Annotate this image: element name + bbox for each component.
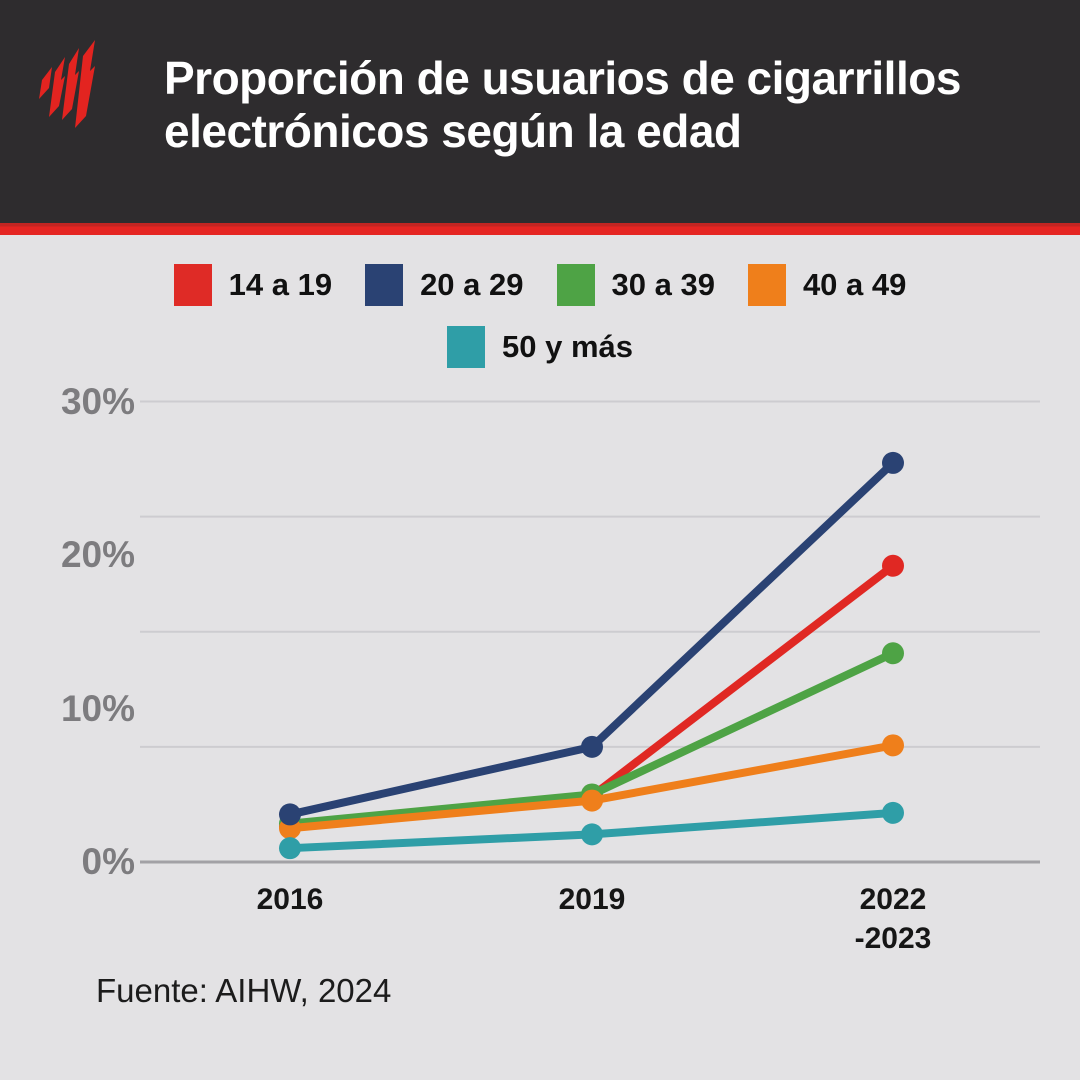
- legend-item-20-a-29: 20 a 29: [365, 264, 524, 306]
- data-point-20-a-29-2022-2023: [882, 451, 904, 474]
- source-value: AIHW, 2024: [215, 972, 392, 1009]
- legend-label: 30 a 39: [611, 267, 715, 302]
- data-point-20-a-29-2019: [581, 735, 603, 758]
- accent-stripe: [0, 223, 1080, 235]
- legend-item-14-a-19: 14 a 19: [173, 264, 333, 306]
- data-point-30-a-39-2022-2023: [882, 642, 904, 665]
- chart-legend: 14 a 19 20 a 29 30 a 39 40 a 49 50 y más: [0, 264, 1080, 368]
- legend-label: 14 a 19: [228, 267, 333, 302]
- header-banner: Proporción de usuarios de cigarrillos el…: [0, 0, 1080, 223]
- legend-item-50-y-más: 50 y más: [447, 326, 633, 368]
- data-point-50-y-más-2022-2023: [882, 801, 904, 824]
- data-point-50-y-más-2019: [581, 823, 603, 846]
- data-point-50-y-más-2016: [279, 837, 301, 860]
- data-point-40-a-49-2022-2023: [882, 734, 904, 757]
- x-tick-line: 2022: [859, 883, 927, 916]
- legend-swatch-icon: [365, 264, 404, 306]
- data-point-14-a-19-2022-2023: [882, 554, 904, 577]
- legend-row: 14 a 19 20 a 29 30 a 39 40 a 49: [173, 264, 907, 306]
- legend-swatch-icon: [556, 264, 595, 306]
- legend-swatch-icon: [173, 264, 212, 306]
- data-point-40-a-49-2019: [581, 789, 603, 812]
- y-tick-label-10%: 10%: [60, 687, 135, 729]
- legend-label: 50 y más: [502, 329, 633, 364]
- legend-item-40-a-49: 40 a 49: [747, 264, 907, 306]
- page-title: Proporción de usuarios de cigarrillos el…: [164, 52, 961, 158]
- x-tick-line: 2019: [558, 883, 626, 916]
- x-tick-line: 2016: [256, 883, 324, 916]
- data-point-20-a-29-2016: [279, 803, 301, 826]
- page-title-line1: Proporción de usuarios de cigarrillos: [164, 52, 961, 104]
- legend-row: 50 y más: [447, 326, 633, 368]
- y-tick-label-0%: 0%: [81, 841, 135, 882]
- legend-swatch-icon: [447, 326, 485, 368]
- y-tick-label-20%: 20%: [60, 534, 135, 575]
- legend-swatch-icon: [747, 264, 786, 306]
- x-tick-label-2022-2023: 2022 -2023: [783, 880, 1003, 958]
- source-note: Fuente: AIHW, 2024: [96, 972, 391, 1010]
- page-title-line2: electrónicos según la edad: [164, 105, 742, 157]
- y-tick-label-30%: 30%: [60, 380, 135, 422]
- legend-label: 40 a 49: [802, 267, 907, 302]
- legend-item-30-a-39: 30 a 39: [556, 264, 715, 306]
- x-tick-label-2016: 2016: [180, 880, 400, 919]
- x-tick-line: -2023: [854, 922, 932, 955]
- x-tick-label-2019: 2019: [482, 880, 702, 919]
- source-label: Fuente:: [96, 972, 208, 1009]
- sbs-logo-icon: [39, 40, 95, 128]
- legend-label: 20 a 29: [420, 267, 524, 302]
